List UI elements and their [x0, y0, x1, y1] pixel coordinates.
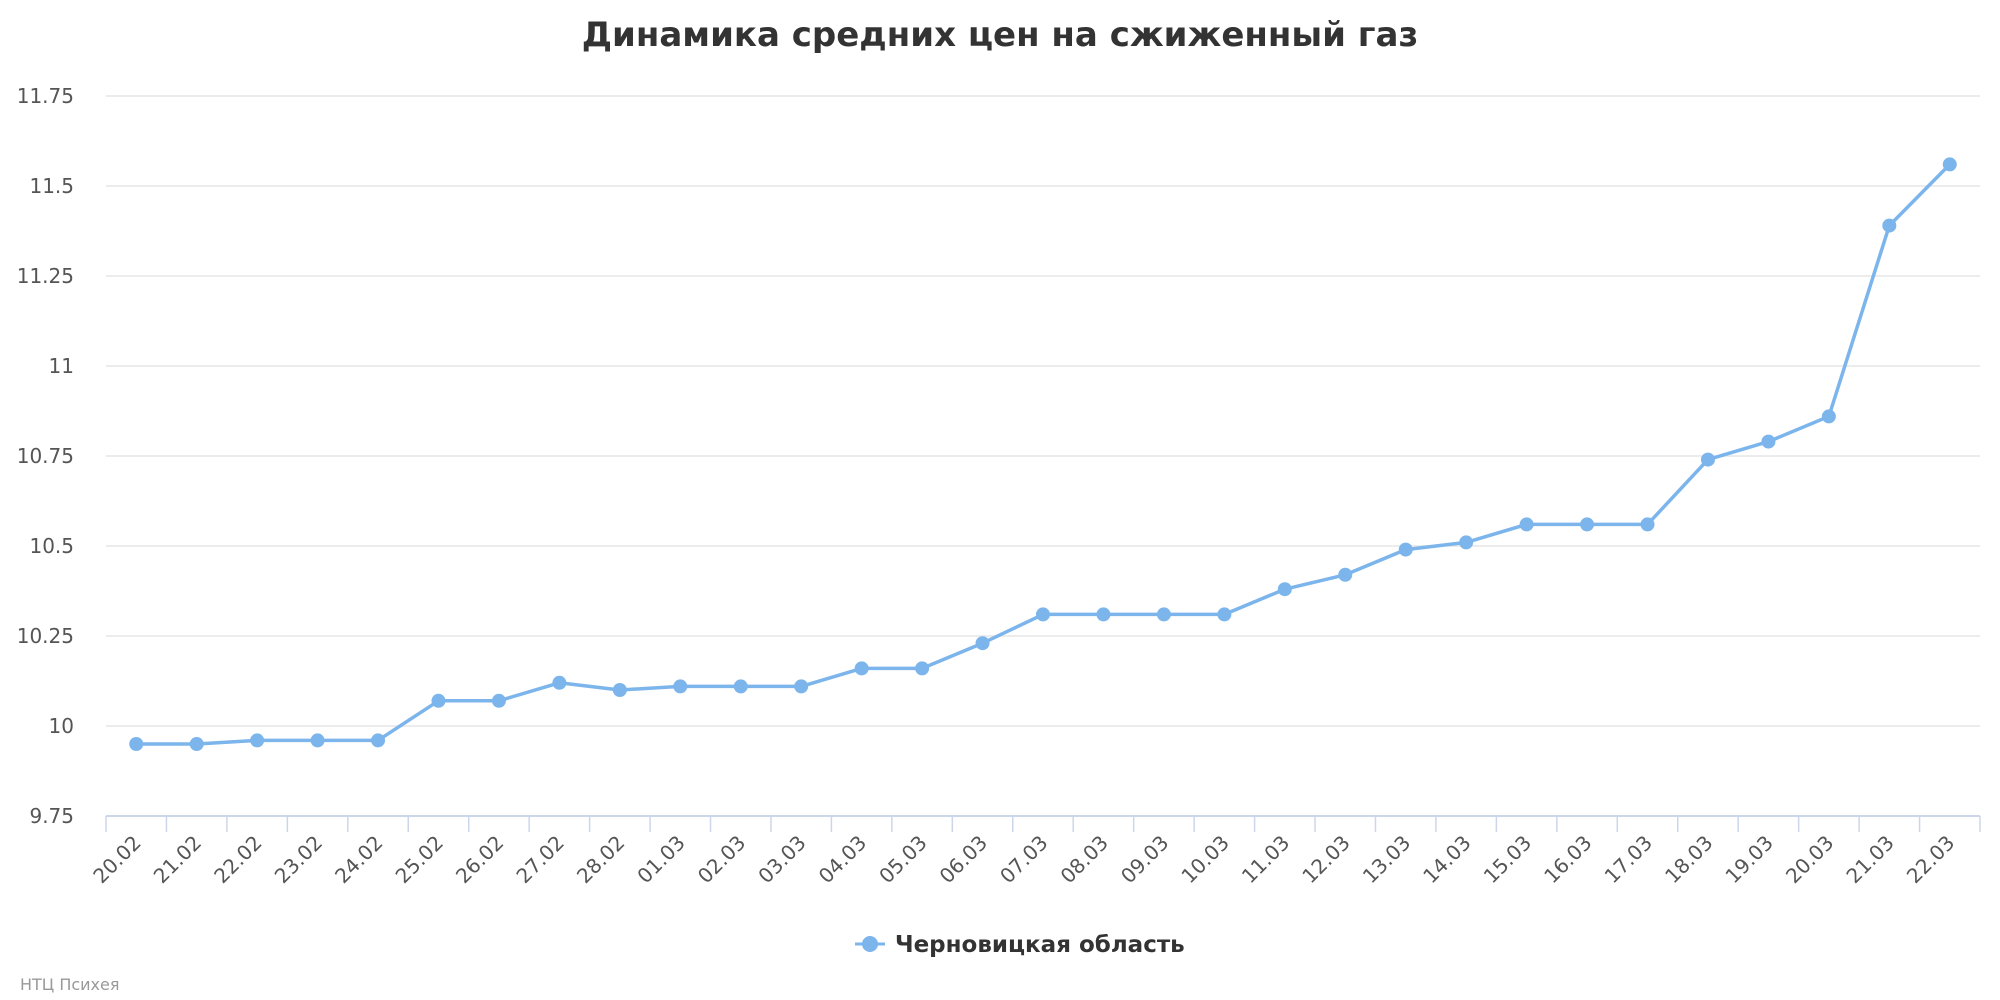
data-point — [733, 679, 748, 694]
x-tick-label: 27.02 — [511, 831, 568, 888]
data-point — [1700, 452, 1715, 467]
data-point — [794, 679, 809, 694]
data-point — [371, 733, 386, 748]
data-point — [1277, 582, 1292, 597]
x-tick-label: 26.02 — [451, 831, 508, 888]
x-tick-label: 14.03 — [1418, 831, 1475, 888]
x-tick-label: 22.03 — [1902, 831, 1959, 888]
x-tick-label: 01.03 — [632, 831, 689, 888]
data-point — [1096, 607, 1111, 622]
data-point — [491, 693, 506, 708]
y-tick-label: 11.25 — [17, 264, 74, 288]
legend[interactable]: Черновицкая область — [855, 932, 1185, 958]
x-tick-label: 08.03 — [1056, 831, 1113, 888]
x-tick-label: 20.02 — [88, 831, 145, 888]
data-point — [1398, 542, 1413, 557]
y-tick-label: 10.25 — [17, 624, 74, 648]
data-point — [1156, 607, 1171, 622]
x-tick-label: 20.03 — [1781, 831, 1838, 888]
data-point — [1519, 517, 1534, 532]
data-point — [975, 636, 990, 651]
x-tick-label: 17.03 — [1600, 831, 1657, 888]
data-point — [1459, 535, 1474, 550]
data-point — [1338, 567, 1353, 582]
y-tick-label: 10.75 — [17, 444, 74, 468]
x-tick-label: 24.02 — [330, 831, 387, 888]
data-point — [189, 737, 204, 751]
y-tick-label: 10.5 — [29, 534, 74, 558]
y-tick-label: 11 — [49, 354, 74, 378]
x-tick-label: 18.03 — [1660, 831, 1717, 888]
x-tick-label: 21.02 — [149, 831, 206, 888]
x-tick-label: 25.02 — [391, 831, 448, 888]
data-point — [673, 679, 688, 694]
chart-title: Динамика средних цен на сжиженный газ — [582, 15, 1419, 55]
legend-series-label[interactable]: Черновицкая область — [895, 932, 1185, 958]
credits-text[interactable]: НТЦ Психея — [20, 975, 119, 994]
x-tick-label: 13.03 — [1358, 831, 1415, 888]
data-point — [1580, 517, 1595, 532]
data-point — [1036, 607, 1050, 622]
data-point — [1882, 218, 1897, 233]
x-tick-label: 05.03 — [874, 831, 931, 888]
data-point — [1942, 157, 1957, 172]
x-tick-label: 22.02 — [209, 831, 266, 888]
data-point — [1761, 434, 1776, 449]
data-point — [854, 661, 869, 676]
x-tick-label: 16.03 — [1539, 831, 1596, 888]
x-tick-label: 11.03 — [1237, 831, 1294, 888]
data-point — [915, 661, 930, 676]
x-axis-labels: 20.02 21.02 22.02 23.02 24.02 25.02 26.02 27.02… — [88, 831, 1959, 888]
x-tick-label: 09.03 — [1116, 831, 1173, 888]
x-tick-label: 19.03 — [1720, 831, 1777, 888]
data-point — [1821, 409, 1836, 424]
x-tick-label: 10.03 — [1176, 831, 1233, 888]
x-tick-label: 06.03 — [935, 831, 992, 888]
y-tick-label: 9.75 — [29, 804, 74, 828]
data-point — [1217, 607, 1232, 622]
x-tick-label: 02.03 — [693, 831, 750, 888]
legend-series-marker — [862, 936, 878, 952]
y-tick-label: 10 — [49, 714, 74, 738]
data-point — [129, 737, 144, 751]
y-tick-label: 11.5 — [29, 174, 74, 198]
grid-lines — [106, 95, 1980, 727]
x-tick-label: 03.03 — [753, 831, 810, 888]
series-group — [129, 157, 1957, 751]
y-axis-labels: 9.75 10 10.25 10.5 10.75 11 11.25 11.5 11.75 — [17, 84, 74, 828]
x-tick-label: 28.02 — [572, 831, 629, 888]
y-tick-label: 11.75 — [17, 84, 74, 108]
series-line — [134, 162, 1952, 746]
x-tick-label: 12.03 — [1297, 831, 1354, 888]
data-point — [431, 693, 446, 708]
data-point — [612, 683, 627, 697]
x-tick-label: 07.03 — [995, 831, 1052, 888]
x-tick-label: 04.03 — [814, 831, 871, 888]
data-point — [552, 675, 567, 690]
x-tick-label: 23.02 — [270, 831, 327, 888]
x-tick-label: 21.03 — [1841, 831, 1898, 888]
x-tick-label: 15.03 — [1479, 831, 1536, 888]
x-axis — [105, 815, 1981, 832]
data-point — [310, 733, 325, 748]
data-point — [1640, 517, 1655, 532]
data-point — [250, 733, 265, 748]
